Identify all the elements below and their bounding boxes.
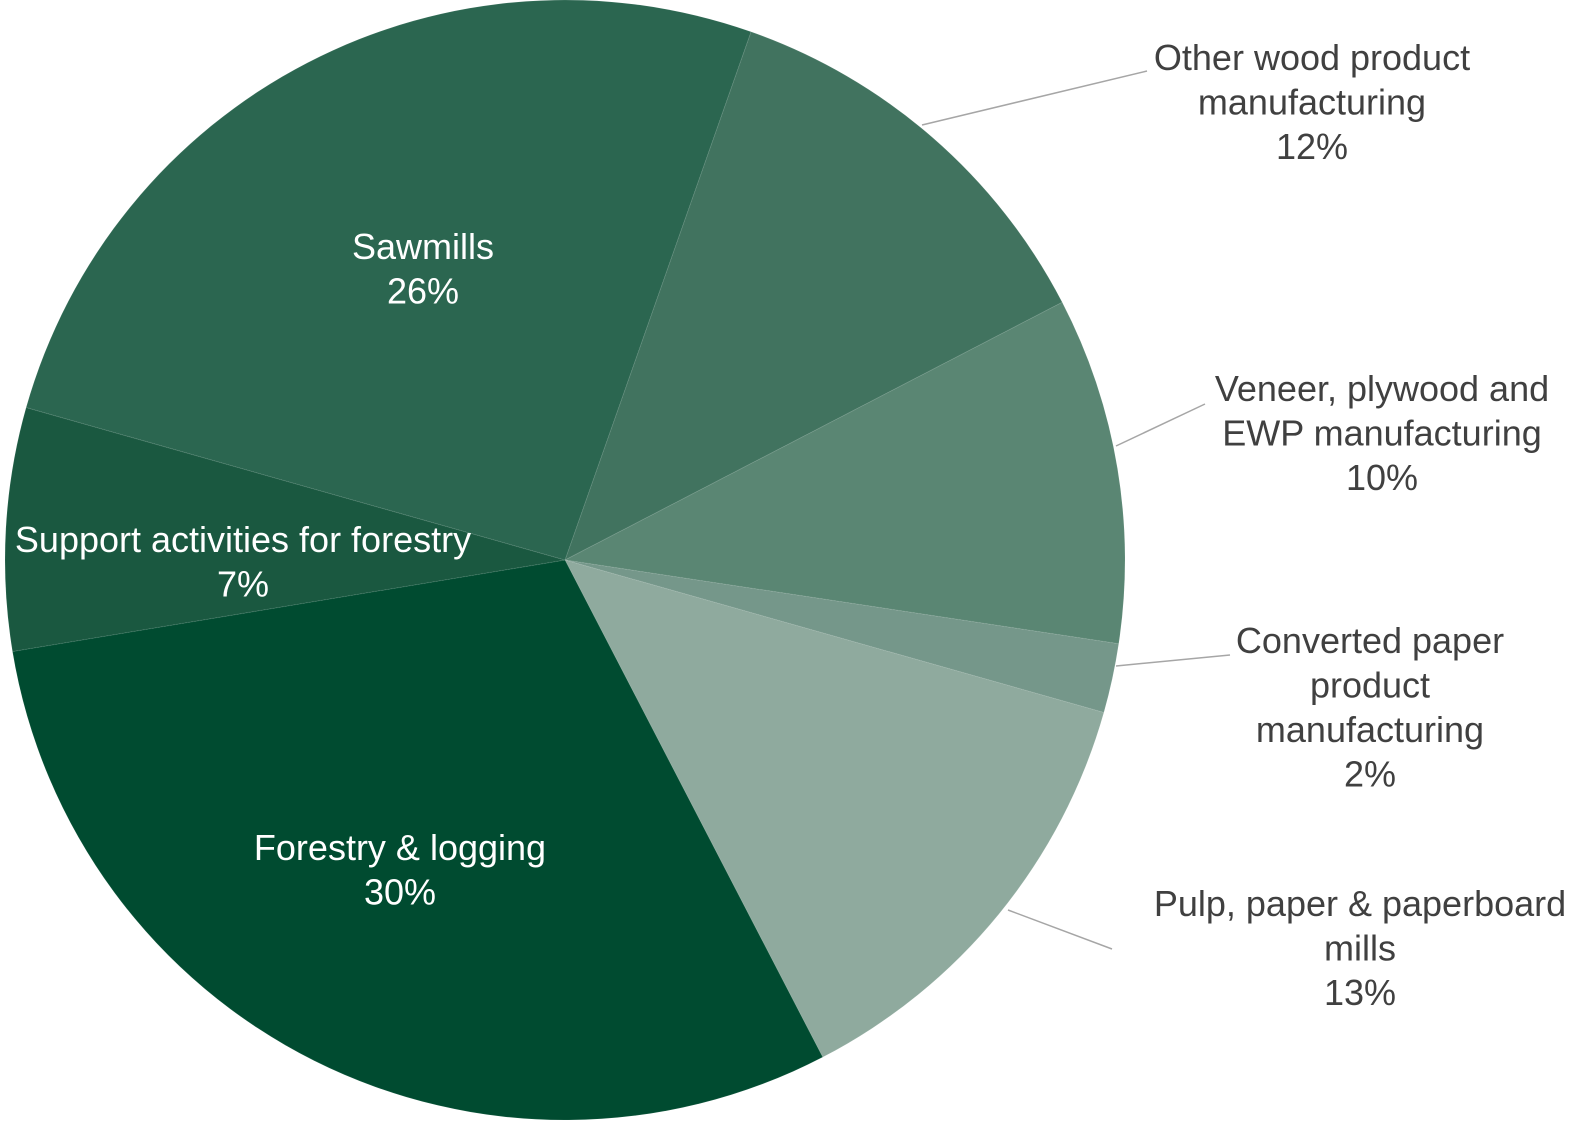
- pie-slice-0: [564, 31, 1063, 562]
- slice-value-label: 7%: [217, 563, 269, 604]
- pie-slice-4: [11, 559, 824, 1121]
- slice-category-label: Veneer, plywood and: [1215, 368, 1549, 409]
- leader-line-1: [1115, 403, 1206, 447]
- slice-category-label: manufacturing: [1198, 81, 1426, 122]
- leader-lines-layer: [921, 70, 1231, 950]
- labels-layer: Other wood product manufacturing 12%Veneer…: [15, 37, 1566, 1013]
- slice-label-3: Pulp, paper & paperboard mills 13%: [1154, 883, 1566, 1013]
- slice-value-label: 26%: [387, 270, 459, 311]
- pie-slice-6: [25, 0, 752, 561]
- slice-category-label: manufacturing: [1256, 709, 1484, 750]
- slice-label-0: Other wood product manufacturing 12%: [1154, 37, 1470, 167]
- pie-slice-5: [4, 406, 566, 653]
- pie-slice-3: [564, 559, 1105, 1058]
- leader-line-3: [1007, 909, 1113, 950]
- slice-category-label: Other wood product: [1154, 37, 1470, 78]
- slice-category-label: mills: [1324, 927, 1396, 968]
- slice-category-label: EWP manufacturing: [1222, 412, 1541, 453]
- slice-value-label: 10%: [1346, 457, 1418, 498]
- slice-label-2: Converted paper product manufacturing 2%: [1236, 620, 1504, 795]
- slice-category-label: Forestry & logging: [254, 827, 546, 868]
- slice-category-label: product: [1310, 664, 1430, 705]
- slice-category-label: Sawmills: [352, 226, 494, 267]
- slices-layer: [4, 0, 1126, 1121]
- slice-value-label: 30%: [364, 871, 436, 912]
- slice-value-label: 12%: [1276, 126, 1348, 167]
- slice-label-5: Support activities for forestry 7%: [15, 519, 471, 605]
- slice-value-label: 13%: [1324, 972, 1396, 1013]
- slice-value-label: 2%: [1344, 753, 1396, 794]
- slice-category-label: Converted paper: [1236, 620, 1504, 661]
- leader-line-2: [1115, 654, 1231, 667]
- slice-category-label: Pulp, paper & paperboard: [1154, 883, 1566, 924]
- pie-slice-1: [563, 301, 1126, 645]
- slice-label-4: Forestry & logging 30%: [254, 827, 546, 913]
- leader-line-0: [921, 70, 1148, 126]
- slice-category-label: Support activities for forestry: [15, 519, 471, 560]
- slice-label-1: Veneer, plywood and EWP manufacturing 10%: [1215, 368, 1549, 498]
- pie-slice-2: [564, 559, 1120, 714]
- slice-label-6: Sawmills 26%: [352, 226, 494, 312]
